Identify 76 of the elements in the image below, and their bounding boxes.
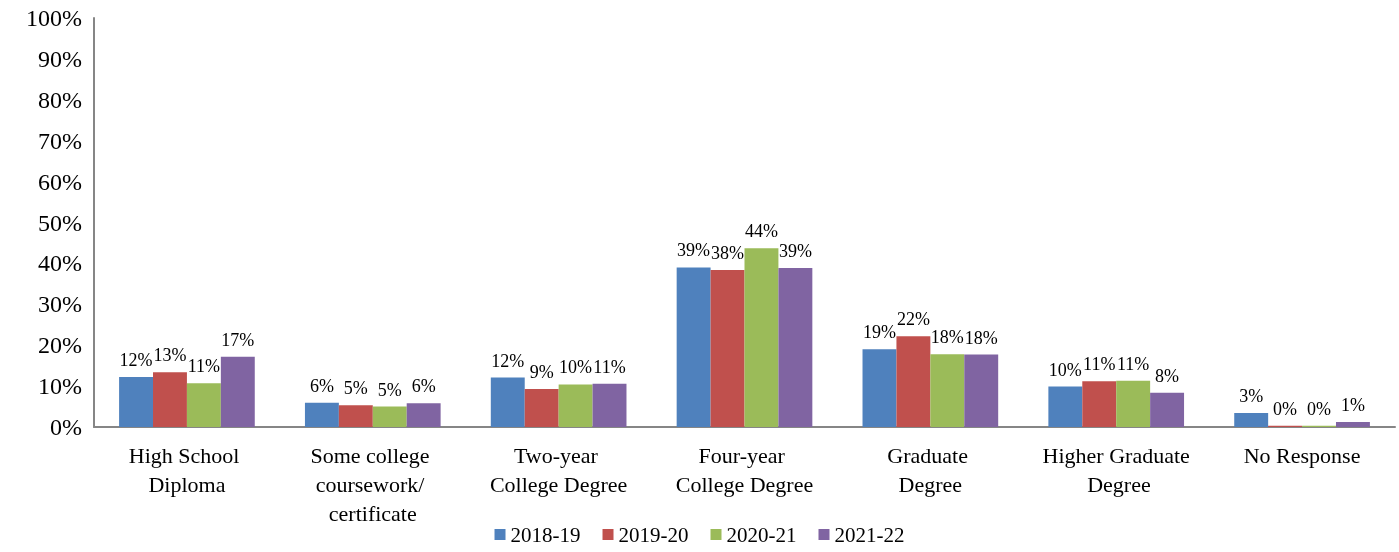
- data-label: 13%: [153, 345, 187, 366]
- y-tick-label: 30%: [38, 291, 82, 318]
- y-tick-label: 10%: [38, 373, 82, 400]
- bar: [744, 248, 779, 427]
- data-label: 44%: [744, 221, 778, 242]
- bar: [1150, 392, 1185, 427]
- y-tick-label: 80%: [38, 86, 82, 113]
- data-label: 6%: [309, 375, 334, 396]
- bar: [338, 405, 373, 427]
- data-label: 10%: [559, 357, 593, 378]
- bar: [964, 354, 999, 427]
- bar: [558, 384, 593, 427]
- bar: [524, 388, 559, 427]
- bar: [153, 372, 187, 427]
- data-label: 11%: [187, 356, 221, 377]
- data-label: 19%: [862, 322, 896, 343]
- bar: [490, 377, 525, 427]
- data-label: 18%: [964, 327, 998, 348]
- x-tick-label: High School Diploma: [128, 443, 245, 497]
- bar: [676, 267, 711, 427]
- bar: [1234, 413, 1269, 427]
- legend-label: 2019-20: [618, 522, 689, 547]
- data-label: 18%: [930, 327, 964, 348]
- data-label: 8%: [1155, 365, 1180, 386]
- x-tick-label: Four-year College Degree: [675, 443, 814, 497]
- bar: [304, 402, 339, 427]
- data-label: 22%: [896, 309, 930, 330]
- bar: [862, 349, 897, 427]
- data-label: 1%: [1340, 395, 1365, 416]
- data-label: 11%: [1083, 354, 1116, 375]
- data-label: 9%: [529, 361, 554, 382]
- bar: [930, 354, 965, 427]
- bar: [710, 269, 745, 427]
- bar: [220, 356, 255, 427]
- bar: [186, 383, 221, 427]
- data-label: 39%: [778, 240, 812, 261]
- data-label: 11%: [593, 356, 626, 377]
- y-tick-label: 50%: [38, 209, 82, 236]
- bar: [119, 377, 154, 427]
- y-tick-label: 60%: [38, 168, 82, 195]
- data-label: 39%: [677, 240, 711, 261]
- legend-label: 2020-21: [726, 522, 797, 547]
- y-tick-label: 100%: [26, 5, 82, 31]
- y-tick-label: 70%: [38, 127, 82, 154]
- legend-label: 2021-22: [834, 522, 905, 547]
- y-tick-label: 20%: [38, 332, 82, 359]
- data-label: 12%: [491, 350, 525, 371]
- x-tick-label: Some college coursework/ certificate: [310, 443, 436, 526]
- bar: [372, 406, 407, 427]
- data-label: 5%: [377, 379, 402, 400]
- y-tick-label: 40%: [38, 250, 82, 277]
- data-label: 6%: [411, 376, 436, 397]
- data-label: 0%: [1273, 398, 1298, 419]
- bar: [406, 403, 441, 427]
- data-label: 5%: [343, 378, 368, 399]
- x-tick-label: Graduate Degree: [887, 443, 974, 497]
- y-tick-label: 0%: [50, 414, 82, 440]
- data-label: 3%: [1239, 386, 1264, 407]
- legend-label: 2018-19: [510, 522, 581, 547]
- bar: [1082, 381, 1117, 427]
- data-label: 17%: [221, 329, 255, 350]
- bar: [1048, 386, 1083, 427]
- data-label: 0%: [1307, 398, 1332, 419]
- x-tick-label: Higher Graduate Degree: [1042, 443, 1190, 497]
- bar: [778, 267, 813, 427]
- x-tick-label: Two-year College Degree: [489, 443, 628, 497]
- data-label: 10%: [1048, 359, 1082, 380]
- data-label: 38%: [711, 242, 745, 263]
- data-label: 11%: [1117, 353, 1150, 374]
- bar: [1116, 380, 1151, 427]
- bar: [592, 383, 627, 427]
- data-label: 12%: [119, 350, 153, 371]
- bar: [1335, 422, 1370, 427]
- y-tick-label: 90%: [38, 45, 82, 72]
- bar: [896, 336, 931, 427]
- x-tick-label: No Response: [1243, 443, 1361, 468]
